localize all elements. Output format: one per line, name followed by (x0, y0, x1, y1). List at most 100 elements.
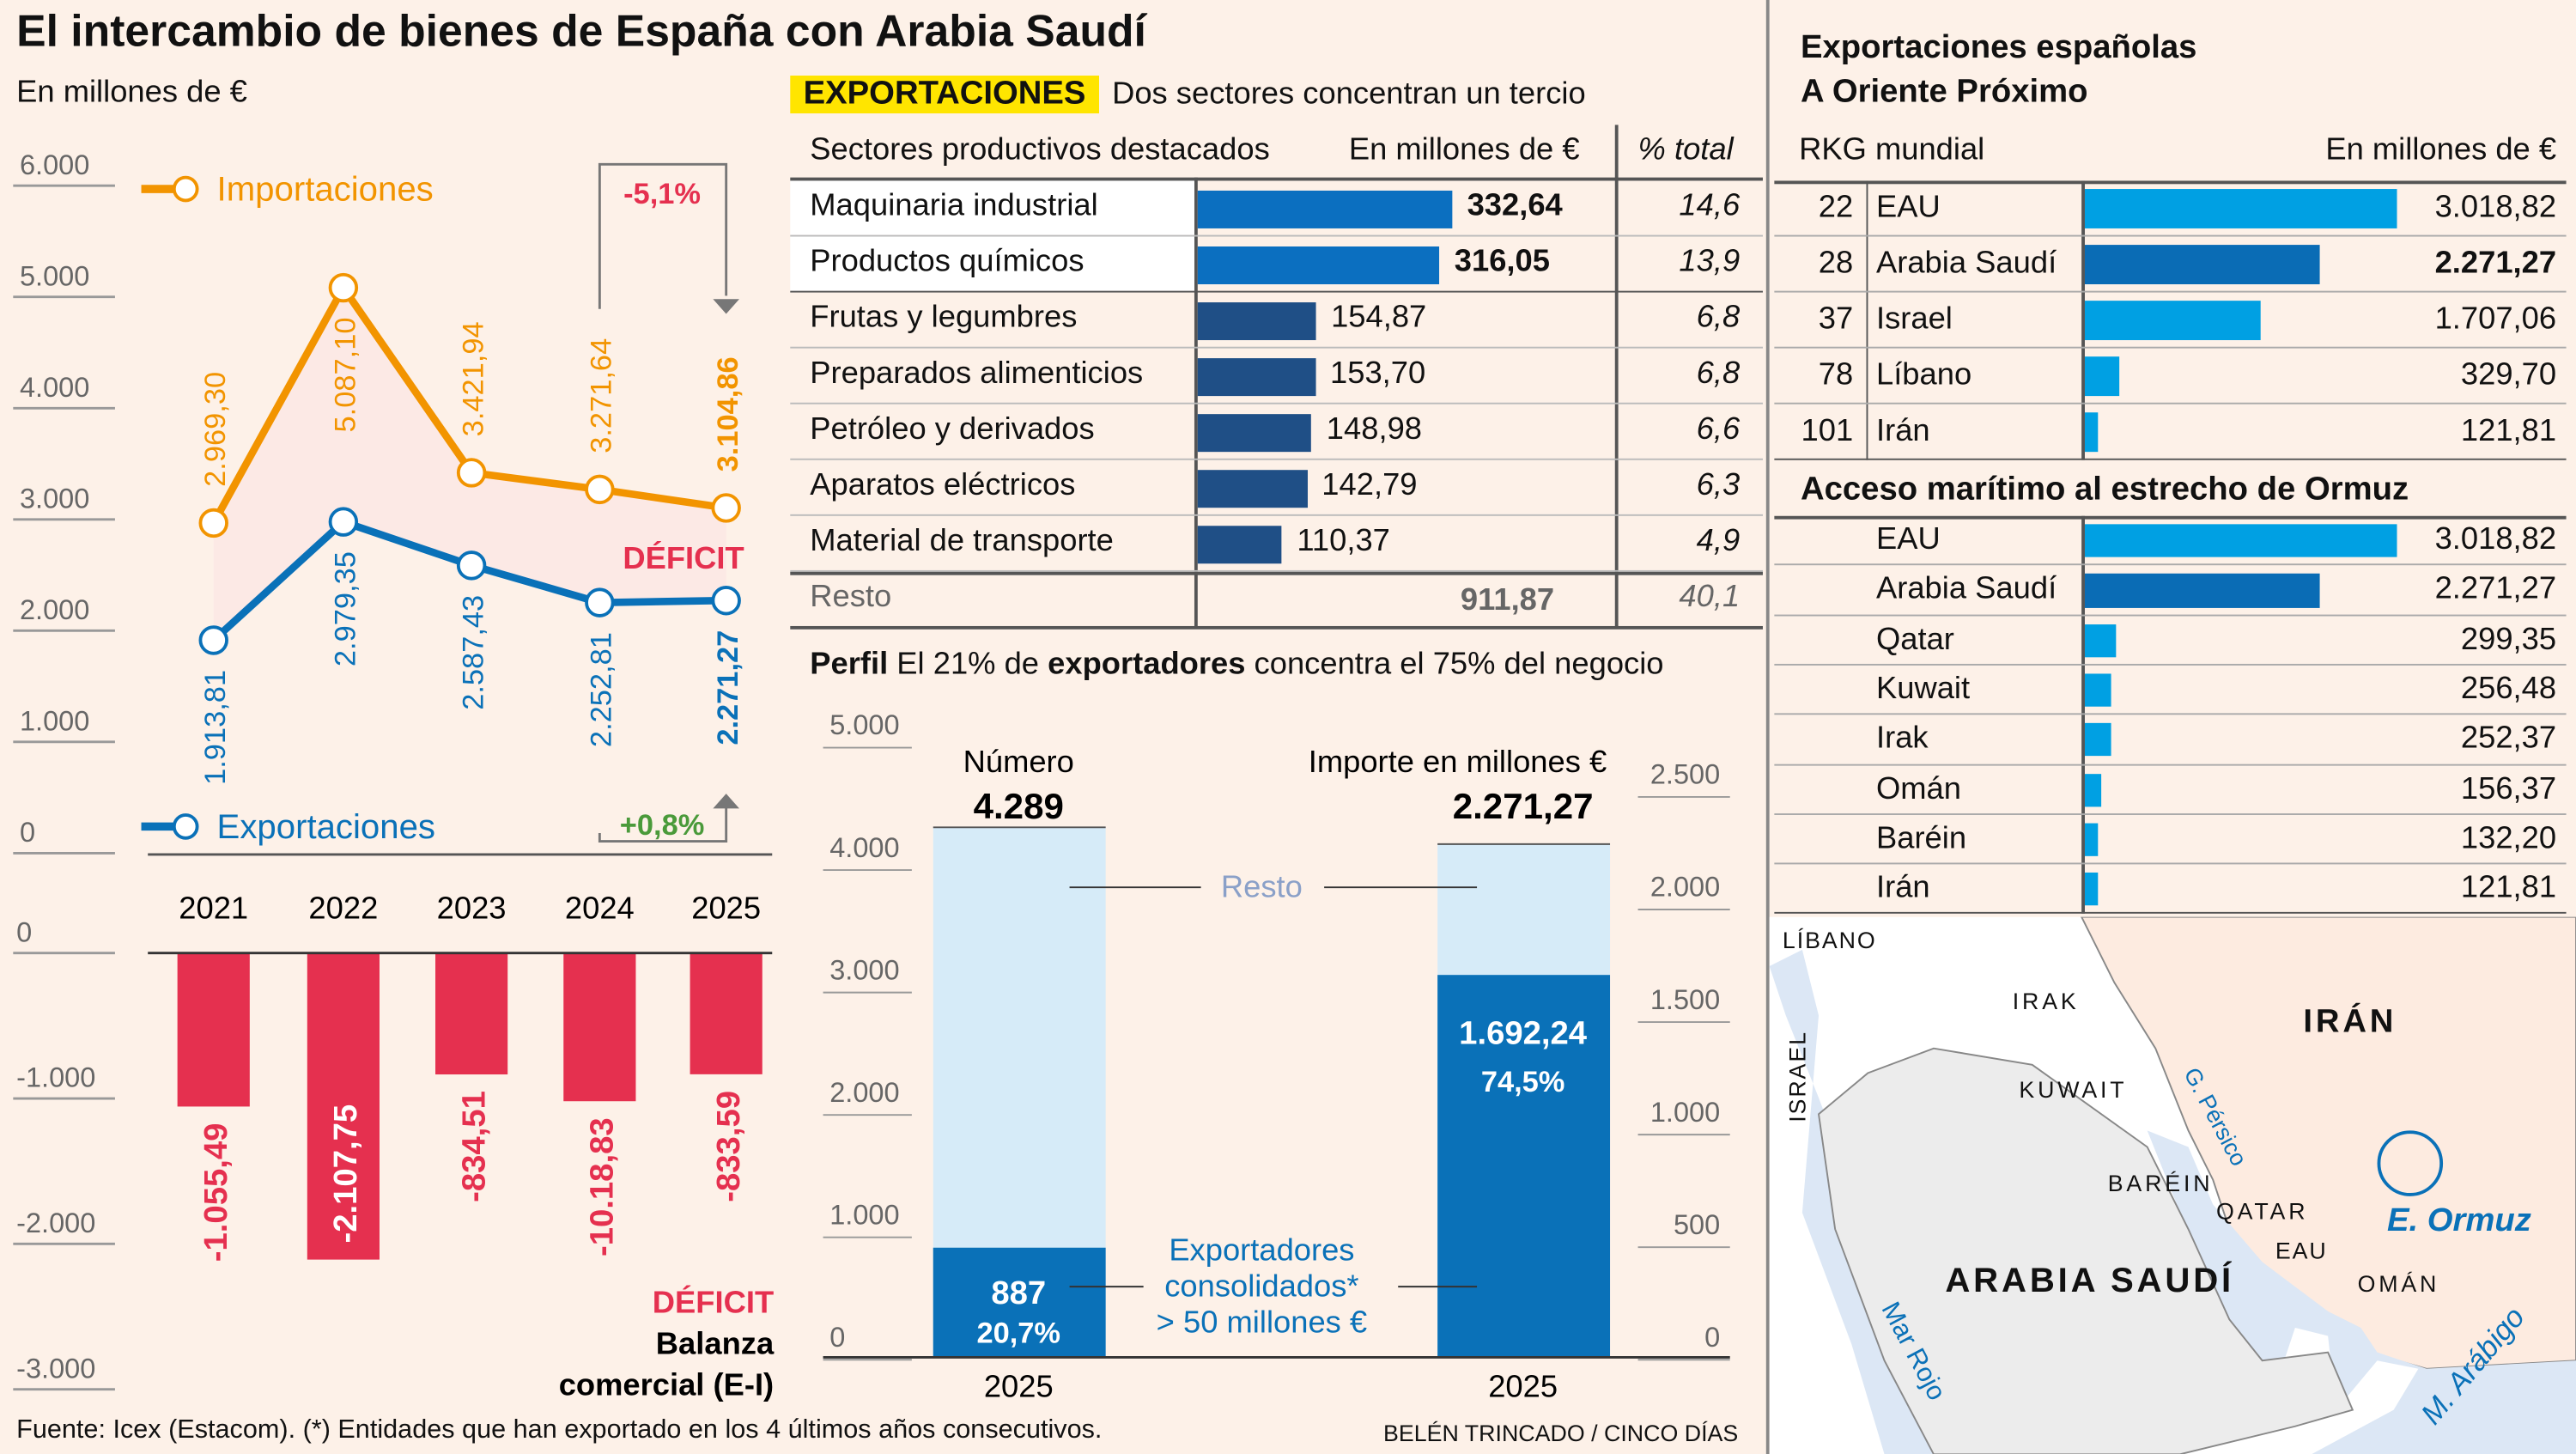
country-value: 132,20 (2460, 821, 2557, 856)
data-point (585, 474, 615, 505)
country-bar (2084, 823, 2099, 857)
perfil-sub-3: concentra el 75% del negocio (1245, 647, 1664, 683)
sector-bar (1197, 470, 1308, 508)
data-point (328, 272, 359, 303)
sectors-table: Sectores productivos destacados En millon… (790, 125, 1763, 629)
sector-bar (1197, 246, 1440, 285)
country-name: Arabia Saudí (1875, 572, 2057, 607)
country-name: Líbano (1875, 358, 1972, 393)
header-rule (1774, 515, 2567, 519)
x-tick-label: 2025 (1488, 1368, 1558, 1403)
legend-marker (172, 813, 199, 840)
country-name: EAU (1875, 190, 1941, 226)
y-tick-label: -2.000 (16, 1208, 95, 1238)
perfil-sub-1: El 21% de (896, 647, 1048, 683)
data-point (328, 507, 359, 537)
country-bar (2084, 624, 2117, 658)
consolidated-pct: 74,5% (1481, 1066, 1565, 1098)
y-tick-label: -3.000 (16, 1353, 95, 1384)
rest-value: 911,87 (1460, 583, 1555, 618)
row-rule (790, 569, 1763, 572)
rank: 28 (1818, 246, 1854, 282)
sector-pct: 6,8 (1696, 301, 1741, 336)
row-rule (790, 346, 1763, 349)
row-rule (1774, 663, 2567, 666)
sector-name: Productos químicos (810, 245, 1084, 280)
rest-label: Resto (1221, 869, 1303, 904)
map-label-eau: EAU (2275, 1238, 2328, 1264)
y-tick-label-right: 2.500 (1650, 759, 1720, 790)
hormuz-title: Acceso marítimo al estrecho de Ormuz (1800, 471, 2409, 508)
data-point (456, 551, 487, 581)
bar-label: Importe en millones € (1309, 744, 1607, 779)
rank: 78 (1818, 358, 1854, 393)
y-tick-label: 4.000 (20, 372, 89, 403)
sector-bar (1197, 302, 1316, 341)
legend-imports: Importaciones (217, 169, 434, 208)
bar-total: 4.289 (974, 786, 1064, 826)
y-tick-label: 3.000 (20, 483, 89, 514)
country-value: 121,81 (2460, 871, 2557, 906)
country-value: 256,48 (2460, 672, 2557, 707)
bar-value-label: -833,59 (710, 1091, 747, 1202)
mideast-title: Exportaciones españolas A Oriente Próximo (1801, 27, 2196, 115)
y-tick-label-left: 5.000 (829, 709, 899, 740)
country-bar (2084, 412, 2098, 453)
map-label-barein: BARÉIN (2108, 1171, 2214, 1196)
sector-value: 154,87 (1331, 301, 1427, 336)
row-rule (790, 514, 1763, 516)
country-bar (2084, 673, 2111, 708)
y-tick-label-right: 500 (1674, 1209, 1720, 1240)
data-label: 1.913,81 (199, 670, 232, 785)
arrow-up-icon (713, 794, 739, 809)
sector-pct: 6,3 (1696, 468, 1741, 503)
y-tick-label-right: 1.500 (1650, 984, 1720, 1015)
row-rule (1774, 346, 2567, 349)
sector-value: 332,64 (1467, 189, 1563, 224)
row-rule (790, 290, 1763, 293)
row-rule (1774, 234, 2567, 237)
sector-value: 153,70 (1330, 356, 1426, 392)
country-value: 299,35 (2460, 622, 2557, 657)
row-rule (1774, 613, 2567, 616)
sector-pct: 4,9 (1696, 524, 1741, 559)
perfil-heading: Perfil El 21% de exportadores concentra … (810, 648, 1663, 684)
country-name: Kuwait (1875, 672, 1971, 707)
y-tick-label-left: 1.000 (829, 1199, 899, 1230)
country-bar (2084, 873, 2098, 906)
map-label-saudi: ARABIA SAUDÍ (1945, 1261, 2234, 1299)
column-header: % total (1637, 132, 1734, 168)
rank: 37 (1818, 302, 1854, 338)
row-rule (1774, 763, 2567, 765)
sector-value: 316,05 (1454, 245, 1550, 280)
data-label: 5.087,10 (329, 317, 361, 432)
y-tick-label-right: 2.000 (1650, 872, 1720, 903)
map-label-qatar: QATAR (2216, 1199, 2308, 1225)
y-tick-label-left: 4.000 (829, 832, 899, 863)
source-note: Fuente: Icex (Estacom). (*) Entidades qu… (16, 1416, 1103, 1445)
balance-name: Balanza (656, 1326, 775, 1361)
column-rule (1194, 177, 1197, 628)
sector-pct: 6,8 (1696, 356, 1741, 392)
hormuz-table: EAU 3.018,82 Arabia Saudí 2.271,27 Qatar 299,… (1774, 515, 2567, 917)
consolidated-label: > 50 millones € (1157, 1305, 1367, 1340)
y-tick-label: 5.000 (20, 260, 89, 291)
country-name: Arabia Saudí (1875, 246, 2057, 282)
consolidated-value: 1.692,24 (1459, 1015, 1588, 1052)
deficit-bar (563, 952, 636, 1102)
rest-rule (790, 571, 1763, 575)
column-header: En millones de € (2325, 132, 2557, 168)
data-label: 2.252,81 (586, 632, 618, 747)
perfil-title: Perfil (810, 647, 889, 683)
country-value: 2.271,27 (2434, 246, 2557, 282)
data-label: 2.271,27 (712, 630, 744, 745)
data-label: 3.271,64 (586, 338, 618, 453)
country-bar (2084, 574, 2320, 608)
rank: 22 (1818, 190, 1854, 226)
consolidated-label: consolidados* (1164, 1268, 1358, 1304)
change-bracket (598, 805, 728, 843)
map-label-oman: OMÁN (2358, 1271, 2440, 1297)
map-label-irak: IRAK (2013, 989, 2080, 1014)
deficit-bar (435, 952, 508, 1075)
sector-bar (1197, 190, 1453, 228)
